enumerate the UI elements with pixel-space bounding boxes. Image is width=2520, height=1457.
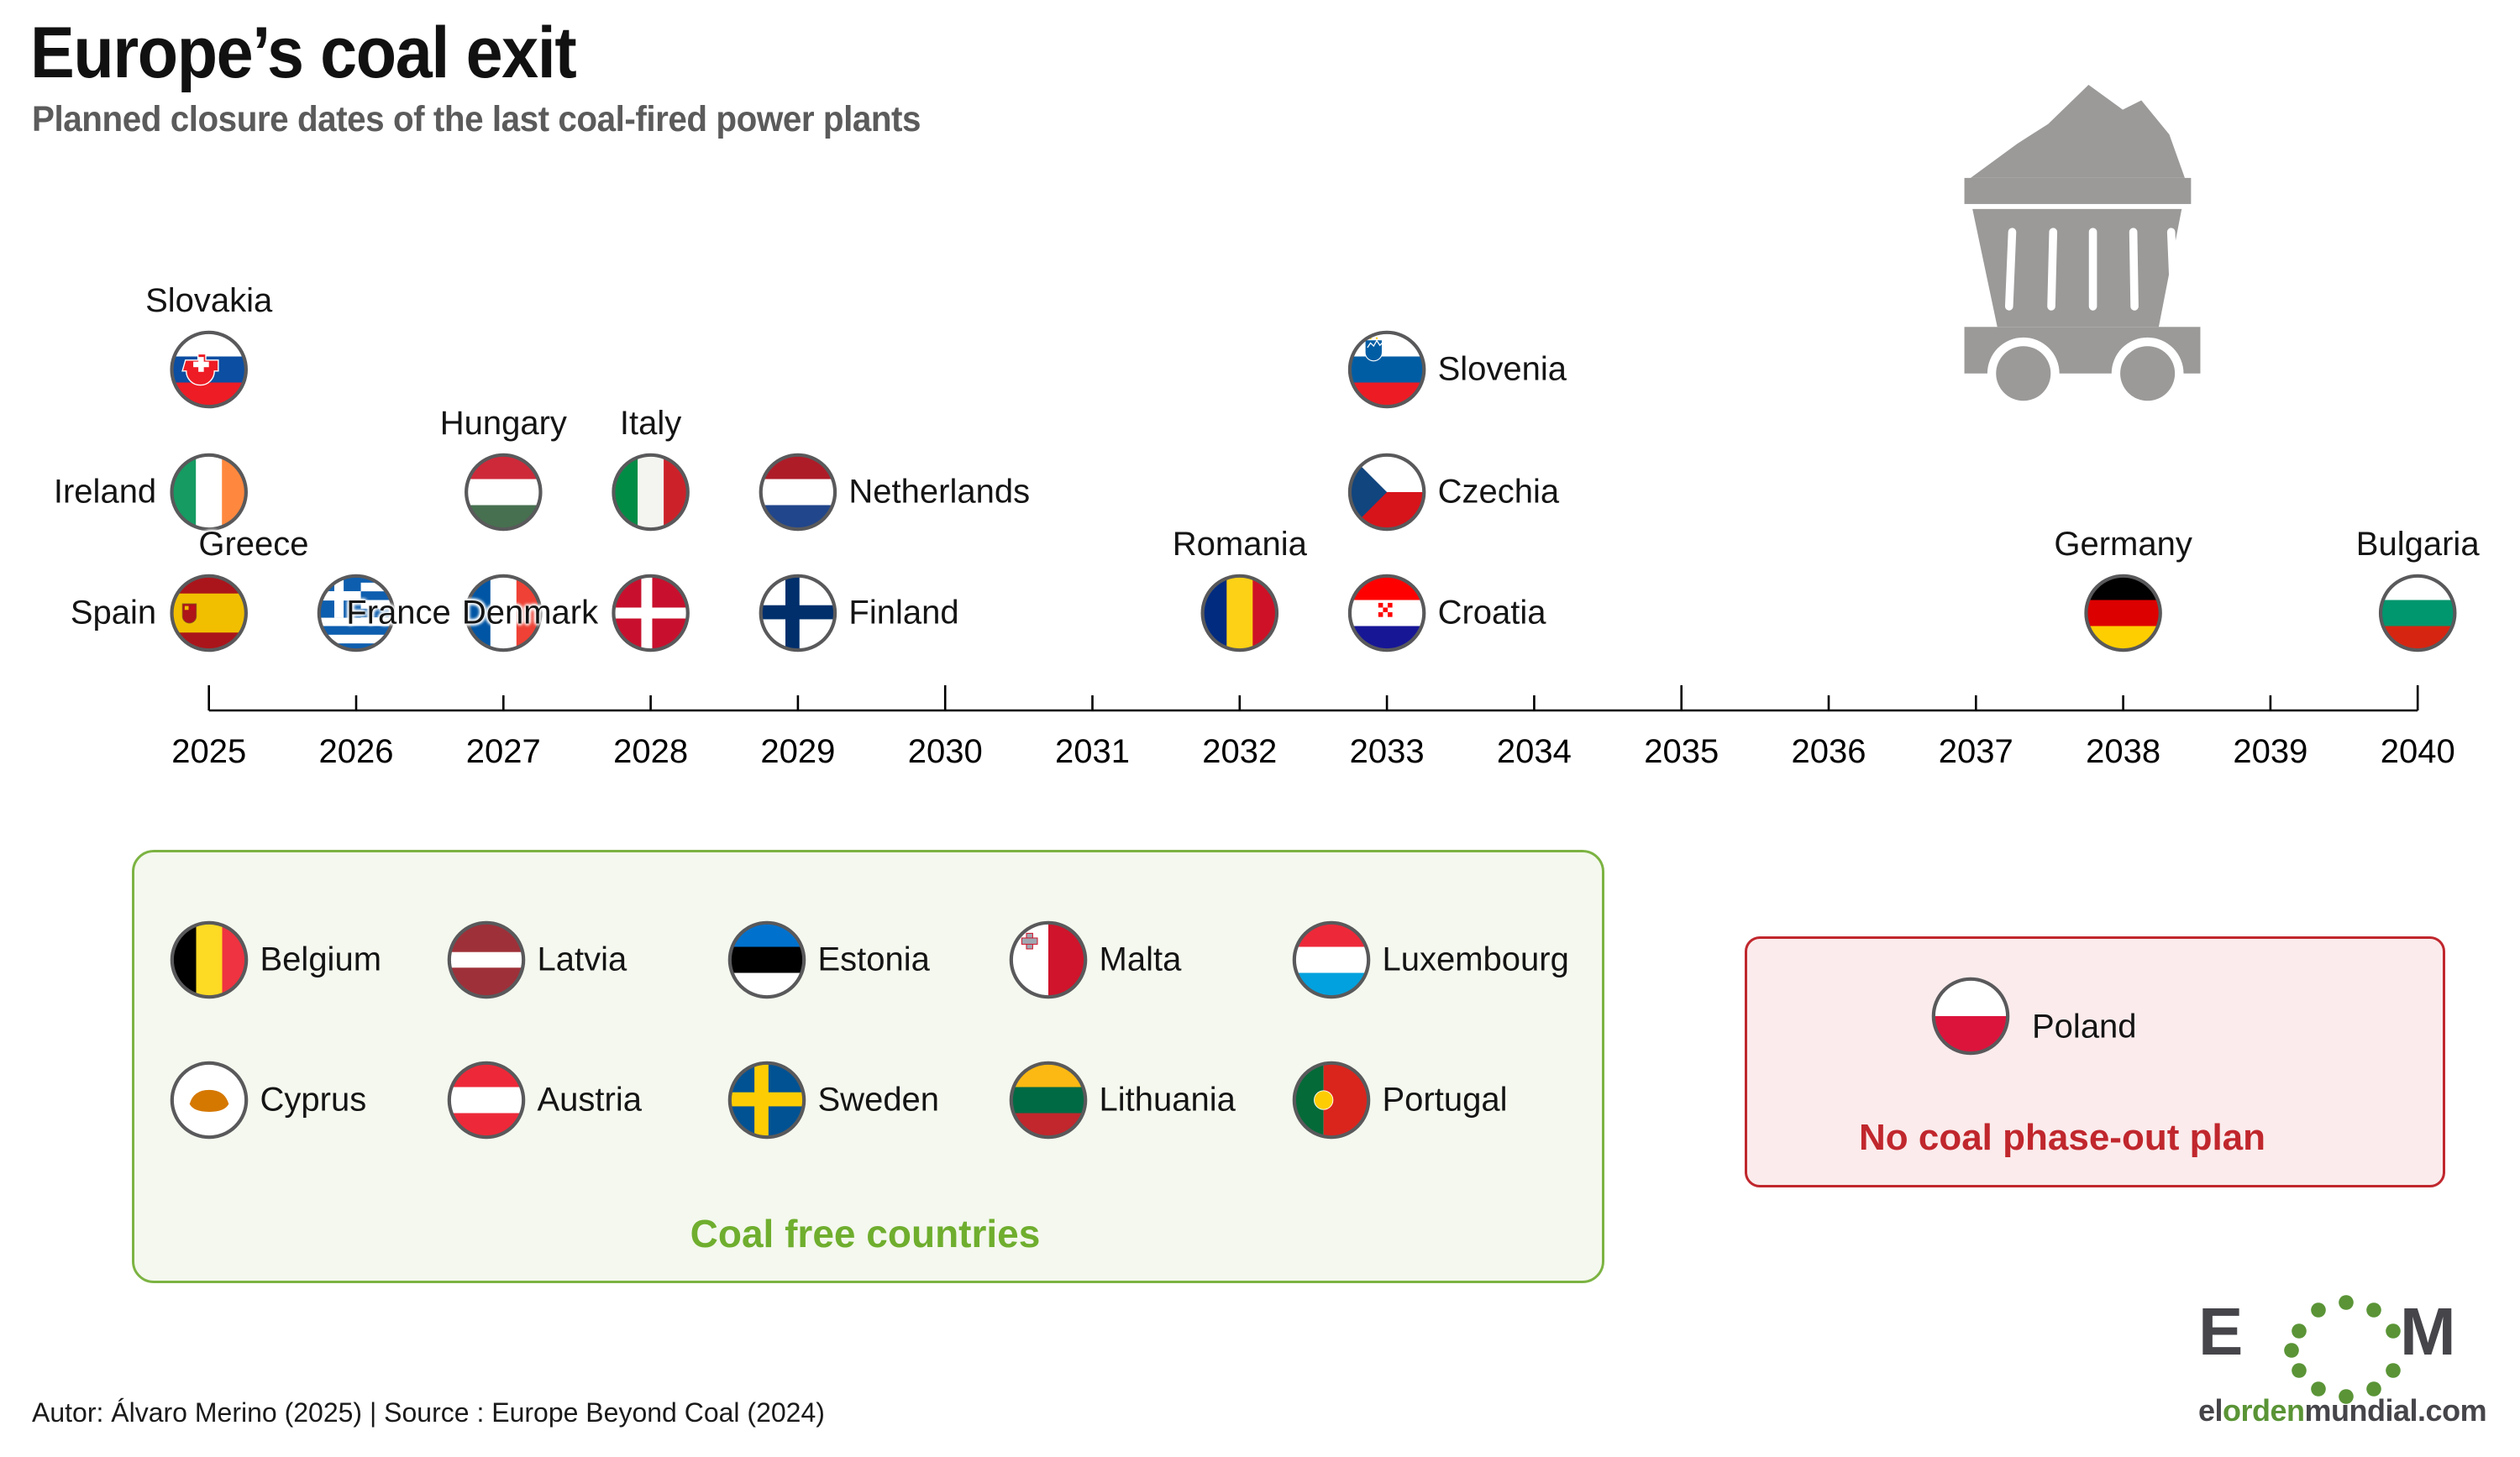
svg-text:elordenmundial.com: elordenmundial.com [2198, 1393, 2486, 1428]
svg-text:E: E [2198, 1294, 2243, 1369]
svg-text:M: M [2400, 1294, 2456, 1369]
